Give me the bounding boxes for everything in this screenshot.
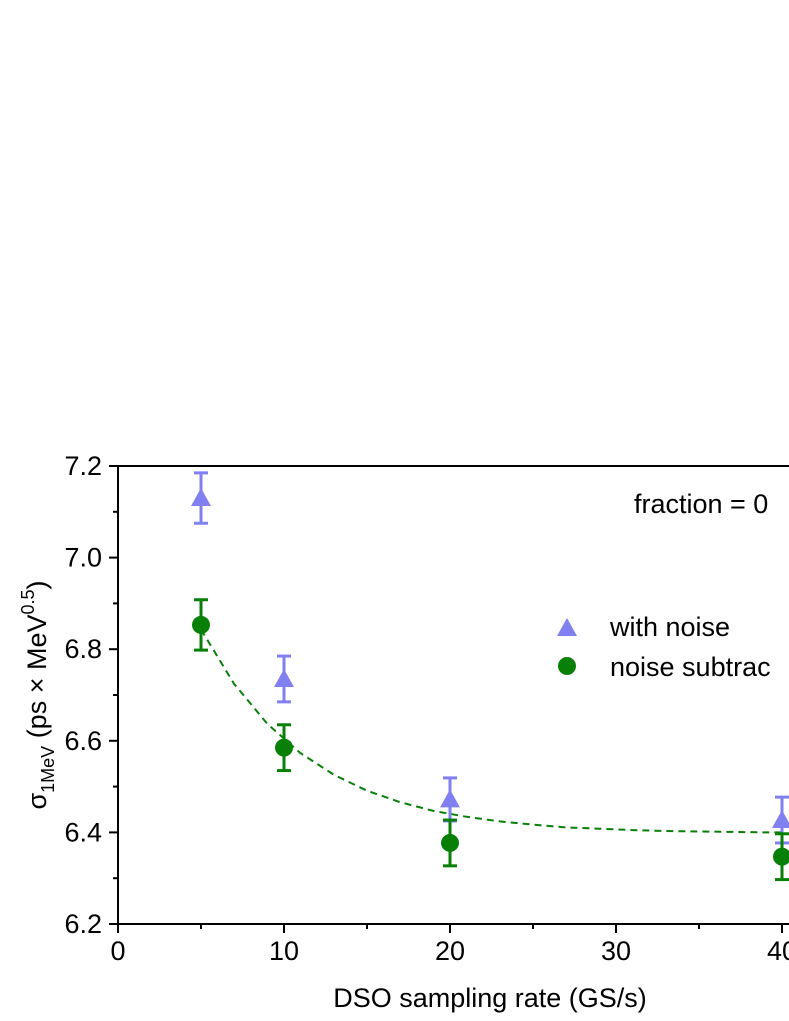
with-noise-point <box>772 810 789 829</box>
legend: with noise noise subtrac <box>557 612 771 682</box>
y-axis-superscript: 0.5 <box>18 589 38 614</box>
y-tick-label: 7.2 <box>64 451 102 481</box>
y-tick-label: 6.2 <box>64 909 102 939</box>
noise-subtracted-point <box>773 847 789 866</box>
axis-ticks: 0 10 20 30 40 6.2 6.4 6.6 6.8 7.0 7.2 <box>64 451 789 966</box>
y-tick-label: 6.6 <box>64 726 102 756</box>
legend-label-with-noise: with noise <box>609 612 730 642</box>
noise-subtracted-point <box>192 615 210 634</box>
fraction-annotation: fraction = 0 <box>634 489 768 519</box>
noise-subtracted-point <box>441 833 459 852</box>
x-tick-label: 40 <box>767 936 789 966</box>
legend-circle-marker <box>558 657 576 675</box>
fit-curve-group <box>200 628 782 834</box>
x-tick-label: 30 <box>601 936 631 966</box>
fit-curve <box>200 628 782 834</box>
legend-triangle-marker <box>557 618 577 636</box>
y-axis-label: σ1MeV (ps × MeV0.5) <box>18 580 58 809</box>
x-tick-label: 0 <box>110 936 125 966</box>
with-noise-point <box>274 668 294 687</box>
y-tick-label: 6.4 <box>64 817 102 847</box>
x-tick-label: 10 <box>269 936 299 966</box>
with-noise-point <box>440 789 460 808</box>
noise-subtracted-point <box>275 738 293 757</box>
x-tick-label: 20 <box>435 936 465 966</box>
y-tick-label: 7.0 <box>64 543 102 573</box>
y-axis-symbol: σ <box>22 793 52 810</box>
y-axis-subscript: 1MeV <box>38 746 58 793</box>
plot-frame <box>117 465 789 925</box>
y-tick-label: 6.8 <box>64 634 102 664</box>
legend-label-noise-subtracted: noise subtrac <box>610 652 771 682</box>
x-axis-label: DSO sampling rate (GS/s) <box>333 983 647 1013</box>
with-noise-point <box>191 488 211 507</box>
data-marks <box>191 471 789 882</box>
y-axis-close: ) <box>22 580 52 589</box>
y-axis-text: (ps × MeV <box>22 615 52 746</box>
